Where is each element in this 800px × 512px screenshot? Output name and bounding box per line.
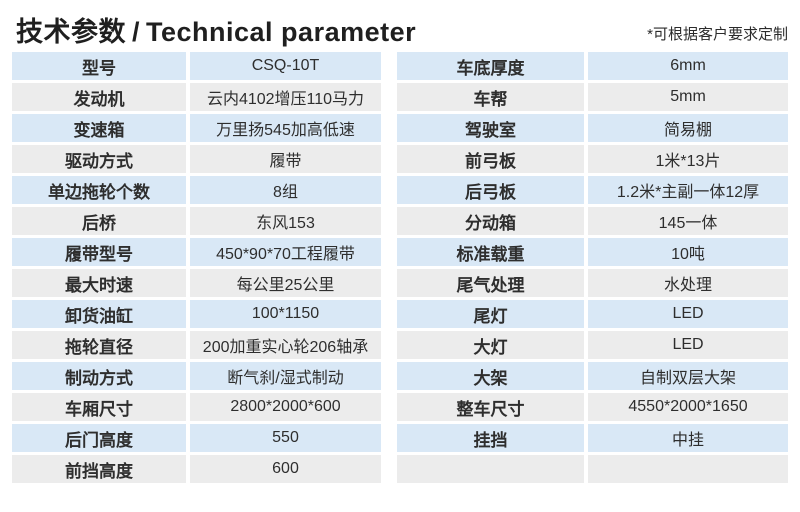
param-label: 驱动方式 [12, 145, 186, 173]
table-row: 后弓板 1.2米*主副一体12厚 [397, 176, 788, 204]
param-label: 后门高度 [12, 424, 186, 452]
param-label: 标准载重 [397, 238, 584, 266]
param-label: 大架 [397, 362, 584, 390]
param-value: 8组 [190, 176, 381, 204]
param-label: 发动机 [12, 83, 186, 111]
param-label: 型号 [12, 52, 186, 80]
left-parameter-table: 型号 CSQ-10T 发动机 云内4102增压110马力 变速箱 万里扬545加高低速 驱动… [12, 52, 381, 486]
param-label: 变速箱 [12, 114, 186, 142]
right-parameter-table: 车底厚度 6mm 车帮 5mm 驾驶室 简易棚 前弓板 1米*13片 后弓板 1.2米*主副一体1… [397, 52, 788, 486]
param-value: CSQ-10T [190, 52, 381, 80]
param-label: 后桥 [12, 207, 186, 235]
param-value: 水处理 [588, 269, 788, 297]
table-row: 尾气处理 水处理 [397, 269, 788, 297]
param-value: 450*90*70工程履带 [190, 238, 381, 266]
param-value: 2800*2000*600 [190, 393, 381, 421]
param-label: 大灯 [397, 331, 584, 359]
param-label [397, 455, 584, 483]
table-row: 变速箱 万里扬545加高低速 [12, 114, 381, 142]
param-value: 550 [190, 424, 381, 452]
param-label: 分动箱 [397, 207, 584, 235]
table-row: 标准载重 10吨 [397, 238, 788, 266]
param-value: 1米*13片 [588, 145, 788, 173]
param-value: 云内4102增压110马力 [190, 83, 381, 111]
param-label: 前挡高度 [12, 455, 186, 483]
param-label: 最大时速 [12, 269, 186, 297]
page-title-zh: 技术参数 [16, 16, 126, 47]
param-value: 东风153 [190, 207, 381, 235]
table-row: 前挡高度 600 [12, 455, 381, 483]
table-row: 驾驶室 简易棚 [397, 114, 788, 142]
param-value: 100*1150 [190, 300, 381, 328]
param-value: 200加重实心轮206轴承 [190, 331, 381, 359]
param-label: 车帮 [397, 83, 584, 111]
table-row [397, 455, 788, 483]
param-label: 车底厚度 [397, 52, 584, 80]
param-value: 10吨 [588, 238, 788, 266]
table-row: 后桥 东风153 [12, 207, 381, 235]
param-label: 拖轮直径 [12, 331, 186, 359]
table-row: 单边拖轮个数 8组 [12, 176, 381, 204]
param-value: 简易棚 [588, 114, 788, 142]
param-value: LED [588, 300, 788, 328]
param-value: 断气刹/湿式制动 [190, 362, 381, 390]
table-row: 制动方式 断气刹/湿式制动 [12, 362, 381, 390]
table-row: 大架 自制双层大架 [397, 362, 788, 390]
param-label: 尾灯 [397, 300, 584, 328]
param-label: 驾驶室 [397, 114, 584, 142]
param-value: 6mm [588, 52, 788, 80]
param-label: 尾气处理 [397, 269, 584, 297]
param-value [588, 455, 788, 483]
param-value: 145一体 [588, 207, 788, 235]
param-label: 前弓板 [397, 145, 584, 173]
header: 技术参数 / Technical parameter *可根据客户要求定制 [16, 6, 788, 48]
param-value: 600 [190, 455, 381, 483]
param-value: 5mm [588, 83, 788, 111]
param-value: 1.2米*主副一体12厚 [588, 176, 788, 204]
table-row: 大灯 LED [397, 331, 788, 359]
param-value: 自制双层大架 [588, 362, 788, 390]
table-row: 最大时速 每公里25公里 [12, 269, 381, 297]
table-row: 履带型号 450*90*70工程履带 [12, 238, 381, 266]
param-value: 履带 [190, 145, 381, 173]
param-value: 万里扬545加高低速 [190, 114, 381, 142]
page-title-en: Technical parameter [146, 16, 417, 47]
table-row: 驱动方式 履带 [12, 145, 381, 173]
param-label: 履带型号 [12, 238, 186, 266]
table-row: 卸货油缸 100*1150 [12, 300, 381, 328]
customization-note: *可根据客户要求定制 [647, 26, 788, 43]
parameter-tables: 型号 CSQ-10T 发动机 云内4102增压110马力 变速箱 万里扬545加高低速 驱动… [12, 52, 788, 486]
param-label: 卸货油缸 [12, 300, 186, 328]
param-value: 4550*2000*1650 [588, 393, 788, 421]
title-separator: / [132, 16, 141, 47]
param-label: 后弓板 [397, 176, 584, 204]
param-label: 制动方式 [12, 362, 186, 390]
table-row: 拖轮直径 200加重实心轮206轴承 [12, 331, 381, 359]
table-row: 整车尺寸 4550*2000*1650 [397, 393, 788, 421]
table-row: 挂挡 中挂 [397, 424, 788, 452]
table-row: 车厢尺寸 2800*2000*600 [12, 393, 381, 421]
table-row: 发动机 云内4102增压110马力 [12, 83, 381, 111]
table-row: 前弓板 1米*13片 [397, 145, 788, 173]
table-row: 后门高度 550 [12, 424, 381, 452]
param-label: 车厢尺寸 [12, 393, 186, 421]
table-row: 车帮 5mm [397, 83, 788, 111]
table-row: 分动箱 145一体 [397, 207, 788, 235]
param-value: LED [588, 331, 788, 359]
param-label: 挂挡 [397, 424, 584, 452]
page-title: 技术参数 / Technical parameter [16, 16, 416, 48]
param-label: 整车尺寸 [397, 393, 584, 421]
table-row: 型号 CSQ-10T [12, 52, 381, 80]
param-label: 单边拖轮个数 [12, 176, 186, 204]
param-value: 每公里25公里 [190, 269, 381, 297]
table-row: 尾灯 LED [397, 300, 788, 328]
table-row: 车底厚度 6mm [397, 52, 788, 80]
param-value: 中挂 [588, 424, 788, 452]
